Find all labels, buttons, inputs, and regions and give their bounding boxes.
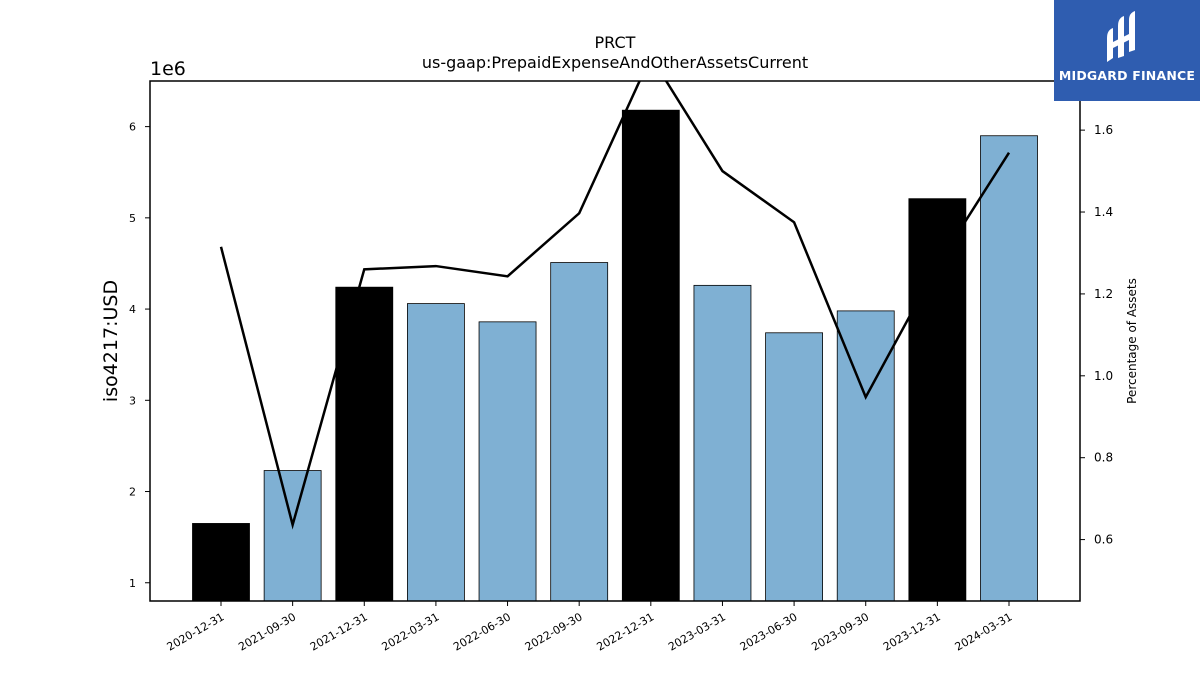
y2-tick-label: 0.8 xyxy=(1094,451,1113,465)
bar xyxy=(263,470,322,602)
brand-logo-text: MIDGARD FINANCE xyxy=(1058,68,1196,83)
x-tick-label: 2022-09-30 xyxy=(523,610,585,653)
chart-title: PRCT xyxy=(595,33,636,52)
y-axis-label: iso4217:USD xyxy=(100,280,122,402)
y2-tick-label: 1.4 xyxy=(1094,205,1113,219)
bar xyxy=(192,523,250,602)
x-tick-label: 2023-09-30 xyxy=(809,610,871,653)
x-tick-label: 2021-12-31 xyxy=(308,610,370,653)
y-tick-label: 2 xyxy=(129,486,136,499)
y-tick-label: 5 xyxy=(129,212,136,225)
x-tick-label: 2022-06-30 xyxy=(451,610,513,653)
y-tick-label: 6 xyxy=(129,121,136,134)
x-tick-label: 2022-03-31 xyxy=(380,610,442,653)
y-tick-label: 1 xyxy=(129,577,136,590)
bar xyxy=(335,286,394,602)
x-tick-label: 2022-12-31 xyxy=(594,610,656,653)
bar xyxy=(908,198,967,602)
x-tick-label: 2020-12-31 xyxy=(165,610,227,653)
x-tick-label: 2023-12-31 xyxy=(881,610,943,653)
bar xyxy=(478,321,537,602)
bar xyxy=(550,262,609,602)
bar xyxy=(693,284,752,602)
bar xyxy=(836,310,895,602)
brand-logo: MIDGARD FINANCE xyxy=(1054,0,1200,101)
bar xyxy=(407,303,465,602)
x-tick-label: 2023-03-31 xyxy=(666,610,728,653)
plot-frame xyxy=(149,80,1081,602)
y2-tick-label: 1.2 xyxy=(1094,287,1113,301)
series-line xyxy=(219,81,1011,530)
y-tick-label: 4 xyxy=(129,303,136,316)
brand-mark-icon xyxy=(1107,11,1135,62)
chart-subtitle: us-gaap:PrepaidExpenseAndOtherAssetsCurr… xyxy=(422,53,808,72)
y-tick-label: 3 xyxy=(129,394,136,407)
bar xyxy=(980,135,1038,602)
x-tick-label: 2024-03-31 xyxy=(953,610,1015,653)
bar xyxy=(621,109,680,602)
y2-tick-label: 1.0 xyxy=(1094,369,1113,383)
y2-tick-label: 1.6 xyxy=(1094,123,1113,137)
y2-axis-label: Percentage of Assets xyxy=(1125,278,1139,404)
y2-tick-label: 0.6 xyxy=(1094,533,1113,547)
x-tick-label: 2021-09-30 xyxy=(236,610,298,653)
x-tick-label: 2023-06-30 xyxy=(738,610,800,653)
bar xyxy=(765,332,823,602)
y-offset-label: 1e6 xyxy=(150,58,186,80)
